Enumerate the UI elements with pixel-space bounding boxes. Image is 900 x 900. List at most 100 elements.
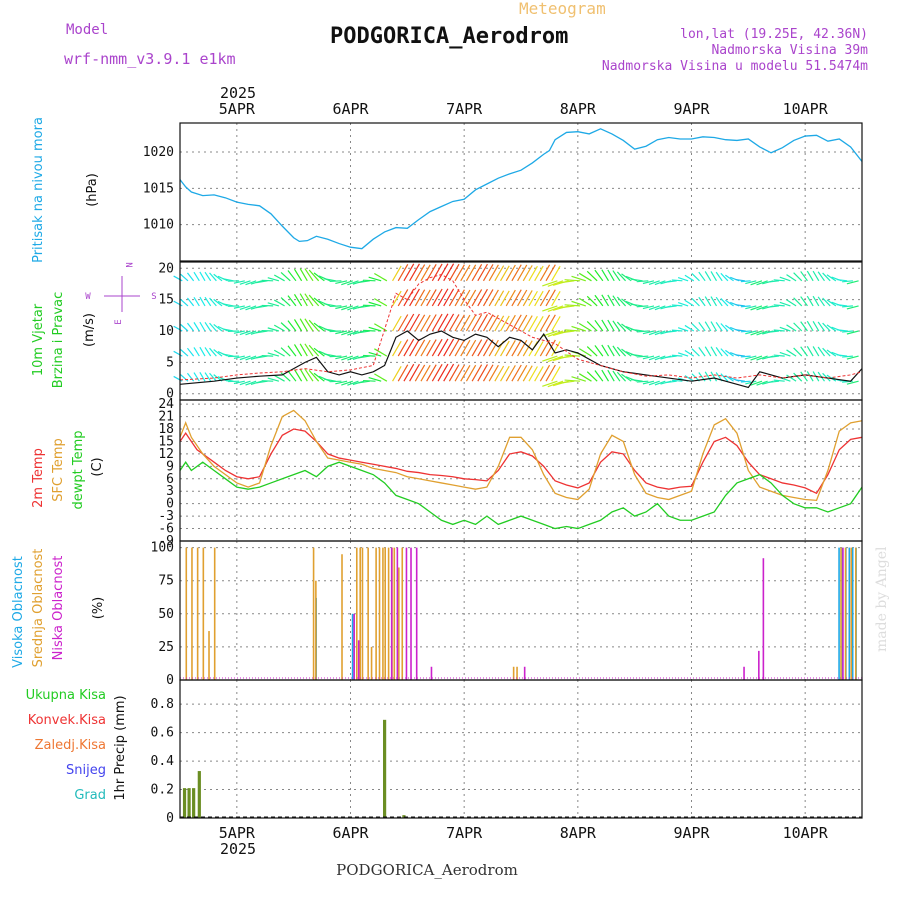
wind-arrow (403, 363, 415, 382)
wind-arrow (826, 349, 837, 357)
cloud-mid-bar (378, 547, 381, 680)
wind-arrow (287, 345, 297, 357)
cloud-mid-bar (341, 554, 343, 680)
wind-arrow (193, 271, 200, 282)
wind-arrow (836, 354, 848, 357)
wind-arrow (426, 264, 437, 282)
wind-arrow (547, 355, 564, 363)
wind-arrow (448, 314, 460, 332)
wind-arrow (308, 344, 320, 357)
temperature-frame (179, 399, 863, 542)
wind-arrow (767, 280, 780, 283)
precip-conv-label: Konvek.Kisa (28, 713, 106, 728)
precip-bar (187, 788, 191, 818)
wind-arrow (448, 289, 460, 307)
wind-arrow (571, 300, 586, 307)
wind-arrow (477, 364, 488, 382)
wind-arrow (494, 315, 505, 332)
wind-arrow (209, 297, 217, 307)
wind-arrow (601, 269, 610, 282)
wind-arrow (397, 364, 409, 382)
pressure-ytick-label: 1015 (143, 181, 174, 196)
wind-arrow (448, 263, 460, 282)
wind-arrow (767, 305, 780, 308)
wind-arrow (313, 272, 325, 282)
wind-arrow (677, 327, 689, 332)
wind-arrow (704, 271, 712, 282)
wind-arrow (616, 346, 627, 357)
wind-arrow (545, 264, 556, 282)
wind-arrow (522, 290, 533, 307)
wind-arrow (392, 340, 402, 357)
wind-arrow (586, 270, 598, 282)
wind-arrow (710, 296, 718, 307)
wind-arrow (612, 270, 621, 282)
cloud-low-label: Niska Oblacnost (51, 556, 66, 661)
cloud-mid-bar (375, 547, 377, 680)
wind-arrow (204, 322, 212, 332)
wind-arrow (357, 280, 370, 284)
wind-ytick-label: 15 (158, 293, 174, 308)
wind-arrow (426, 364, 437, 382)
wind-arrow (477, 314, 488, 332)
wind-arrow (607, 369, 615, 382)
wind-arrow (199, 372, 206, 382)
wind-arrow (437, 288, 449, 307)
wind-arrow (335, 380, 348, 385)
wind-arrow (199, 321, 206, 332)
wind-arrow (180, 323, 189, 332)
wind-unit: (m/s) (82, 313, 97, 347)
model-label: Model (66, 22, 108, 38)
wind-arrow (511, 264, 522, 282)
wind-arrow (267, 302, 280, 307)
wind-arrow (471, 289, 483, 307)
cloud-mid-bar (844, 547, 847, 680)
clouds-ytick-label: 75 (158, 574, 174, 589)
dewpoint-line (179, 461, 863, 530)
wind-arrow (299, 293, 308, 307)
wind-arrow (547, 380, 564, 388)
wind-arrow (437, 263, 449, 282)
wind-arrow (397, 339, 409, 357)
wind-arrow (324, 378, 336, 382)
wind-arrow (793, 347, 803, 357)
wind-arrow (534, 315, 544, 332)
wind-arrow (443, 338, 455, 357)
cloud-low-bar (762, 558, 765, 680)
wind-arrow (630, 353, 643, 357)
wind-arrow (779, 301, 791, 307)
wind-arrow (594, 294, 604, 307)
wind-name-2: Brzina i Pravac (51, 292, 66, 389)
wind-arrow (817, 271, 825, 282)
wind-arrow (204, 296, 212, 307)
wind-arrow (545, 364, 556, 382)
wind-arrow (806, 270, 814, 282)
cloud-mid-bar (355, 547, 358, 680)
wind-arrow (786, 324, 797, 332)
wind-arrow (239, 355, 251, 361)
wind-arrow (186, 347, 195, 357)
wind-arrow (341, 280, 353, 286)
wind-arrow (392, 315, 402, 332)
wind-arrow (642, 355, 655, 360)
wind-arrow (363, 304, 376, 307)
wind-arrow (308, 269, 320, 282)
precipitation-ytick-label: 0.4 (151, 754, 175, 769)
wind-arrow (735, 278, 746, 282)
wind-arrow (465, 289, 477, 307)
wind-arrow (500, 315, 510, 332)
wind-arrow (522, 365, 533, 382)
wind-arrow (750, 305, 763, 311)
wind-arrow (173, 325, 183, 332)
wind-arrow (698, 296, 706, 307)
wind-arrow (636, 330, 649, 333)
day-label-bottom: 7APR (446, 824, 483, 842)
wind-arrow (725, 349, 734, 357)
wind-arrow (465, 364, 477, 382)
wind-arrow (414, 264, 426, 282)
wind-arrow (267, 277, 280, 282)
cloud-mid-bar (367, 547, 369, 680)
wind-arrow (691, 323, 700, 332)
cloud-mid-bar (361, 547, 364, 680)
wind-arrow (826, 274, 837, 282)
